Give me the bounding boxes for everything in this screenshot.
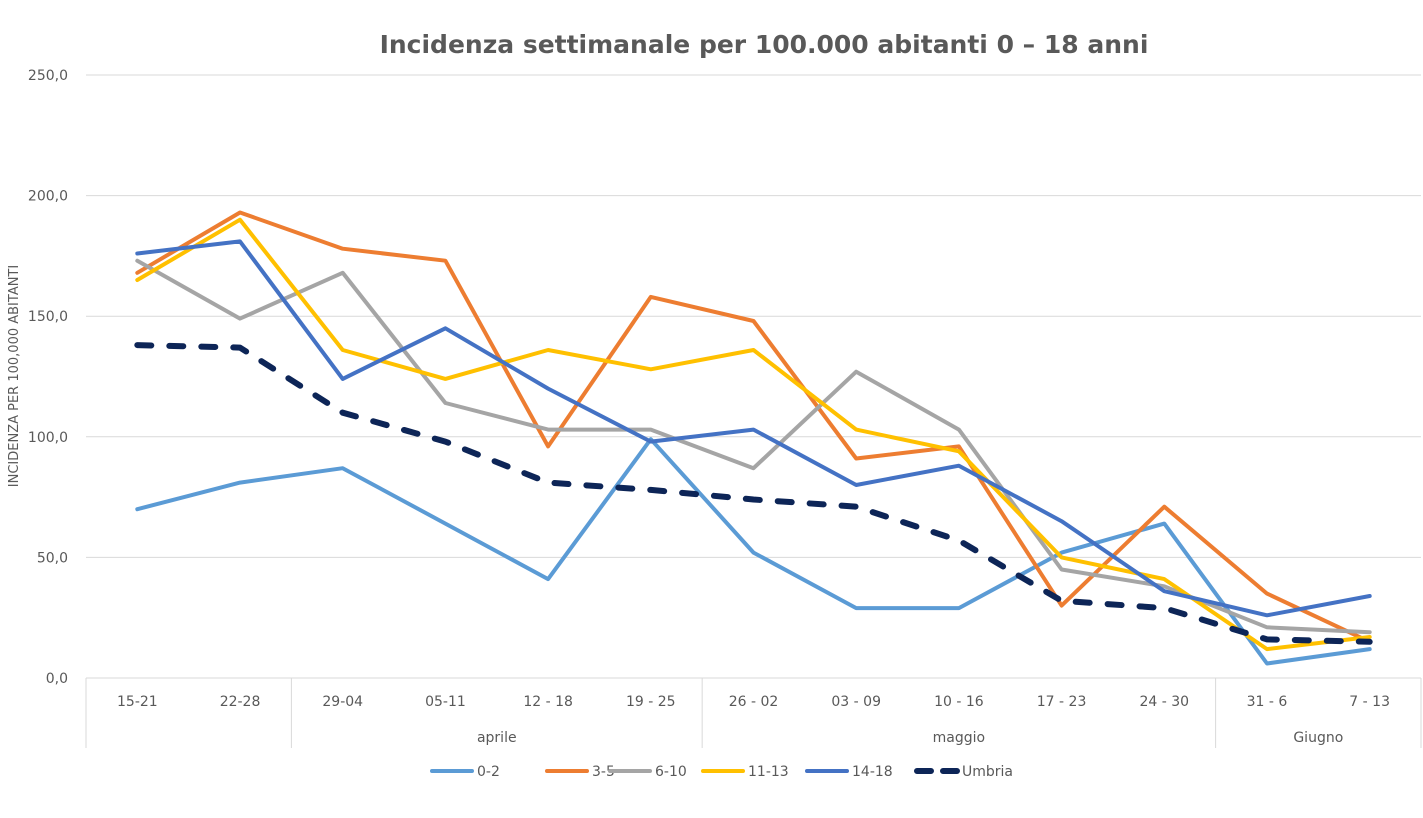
legend-label: 11-13 bbox=[748, 764, 789, 780]
series-line-11-13 bbox=[135, 217, 1372, 652]
x-tick-label: 22-28 bbox=[220, 694, 261, 710]
x-axis: 15-21 22-28 29-04 05-11 12 - 18 19 - 25 26 - 0… bbox=[85, 678, 1422, 748]
legend: 0-2 3-5 6-10 11-13 14-18 Umbria bbox=[430, 764, 1013, 780]
x-tick-label: 31 - 6 bbox=[1247, 694, 1288, 710]
chart-title: Incidenza settimanale per 100.000 abitan… bbox=[380, 30, 1149, 59]
x-group-label: aprile bbox=[477, 730, 517, 746]
x-tick-label: 26 - 02 bbox=[729, 694, 779, 710]
x-tick-label: 15-21 bbox=[117, 694, 158, 710]
y-tick-label: 150,0 bbox=[28, 309, 68, 325]
legend-label: 0-2 bbox=[477, 764, 500, 780]
gridlines bbox=[86, 74, 1421, 679]
x-group-label: Giugno bbox=[1293, 730, 1343, 746]
y-tick-label: 50,0 bbox=[37, 550, 68, 566]
y-tick-label: 0,0 bbox=[46, 671, 68, 687]
x-tick-label: 7 - 13 bbox=[1349, 694, 1390, 710]
x-tick-label: 05-11 bbox=[425, 694, 466, 710]
x-tick-label: 29-04 bbox=[322, 694, 363, 710]
y-axis-label: INCIDENZA PER 100,000 ABITANTI bbox=[7, 265, 22, 487]
series-lines bbox=[134, 210, 1373, 666]
y-tick-label: 100,0 bbox=[28, 430, 68, 446]
series-line-6-10 bbox=[135, 258, 1372, 635]
x-tick-label: 12 - 18 bbox=[523, 694, 573, 710]
series-line-3-5 bbox=[135, 210, 1372, 644]
y-tick-label: 200,0 bbox=[28, 189, 68, 205]
legend-label: 14-18 bbox=[852, 764, 893, 780]
legend-label: Umbria bbox=[962, 764, 1013, 780]
y-tick-labels: 0,0 50,0 100,0 150,0 200,0 250,0 bbox=[28, 68, 68, 687]
legend-label: 6-10 bbox=[655, 764, 687, 780]
series-line-umbria bbox=[134, 342, 1373, 645]
legend-label: 3-5 bbox=[592, 764, 615, 780]
series-line-14-18 bbox=[135, 239, 1372, 618]
x-group-label: maggio bbox=[933, 730, 985, 746]
x-tick-label: 19 - 25 bbox=[626, 694, 676, 710]
x-tick-label: 03 - 09 bbox=[831, 694, 881, 710]
series-line-0-2 bbox=[135, 437, 1372, 666]
y-tick-label: 250,0 bbox=[28, 68, 68, 84]
x-tick-label: 17 - 23 bbox=[1037, 694, 1087, 710]
x-tick-label: 24 - 30 bbox=[1139, 694, 1189, 710]
x-tick-label: 10 - 16 bbox=[934, 694, 984, 710]
